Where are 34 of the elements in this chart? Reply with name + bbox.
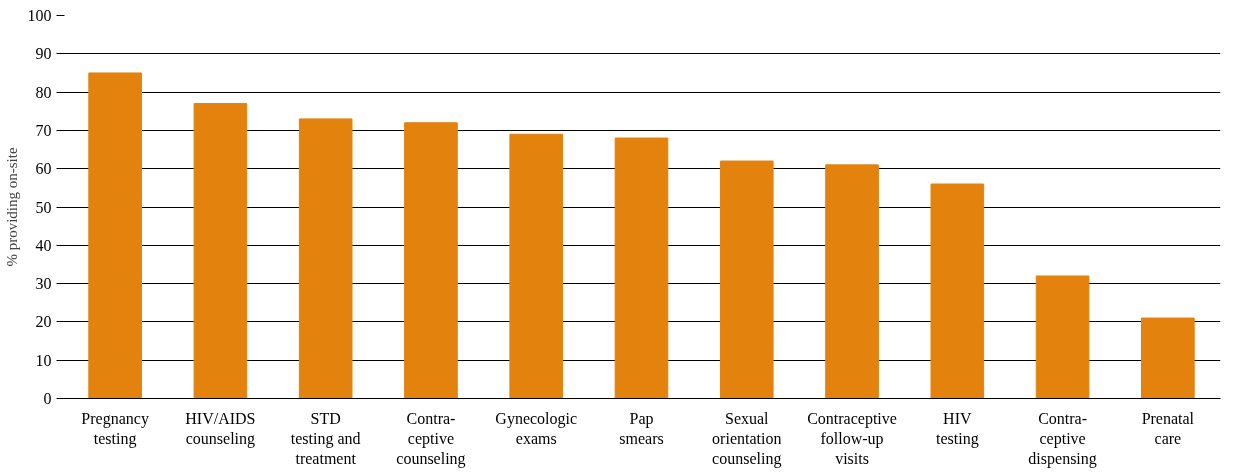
bar — [1035, 275, 1090, 399]
bar — [509, 133, 564, 399]
y-tick-label: 10 — [35, 351, 52, 369]
y-tick-label: 100 — [27, 7, 52, 24]
y-tick-label: 60 — [35, 160, 52, 178]
x-tick-label: Contra- ceptive dispensing — [1028, 409, 1097, 469]
y-tick-label: 80 — [35, 83, 52, 101]
y-tick-label: 20 — [35, 313, 52, 331]
y-tick-label: 50 — [35, 198, 52, 216]
x-tick-label: Pregnancy testing — [81, 409, 149, 448]
y-tick-label: 70 — [35, 121, 52, 139]
bar — [825, 164, 879, 399]
x-tick-label: STD testing and treatment — [290, 409, 361, 468]
y-tick-label: 40 — [35, 236, 52, 254]
x-tick-label: Pap smears — [619, 409, 664, 447]
bar — [1141, 317, 1195, 399]
x-tick-label: Contraceptive follow-up visits — [807, 409, 897, 468]
y-axis-title: % providing on-site — [3, 147, 20, 267]
bar — [930, 183, 985, 399]
y-tick-label: 90 — [35, 45, 52, 63]
y-tick-label: 30 — [35, 275, 52, 293]
bar — [88, 72, 142, 399]
x-tick-label: Sexual orientation counseling — [712, 409, 782, 469]
bar — [404, 122, 458, 399]
x-tick-label: Contra- ceptive counseling — [396, 409, 466, 469]
bar — [614, 137, 669, 399]
bar — [193, 103, 248, 399]
x-tick-label: HIV/AIDS counseling — [185, 409, 256, 448]
x-tick-label: Gynecologic exams — [495, 409, 578, 447]
x-tick-label: HIV testing — [935, 409, 979, 448]
bar — [298, 118, 353, 399]
y-tick-label: 0 — [43, 390, 52, 407]
bar — [719, 160, 774, 399]
x-tick-label: Prenatal care — [1141, 409, 1195, 447]
